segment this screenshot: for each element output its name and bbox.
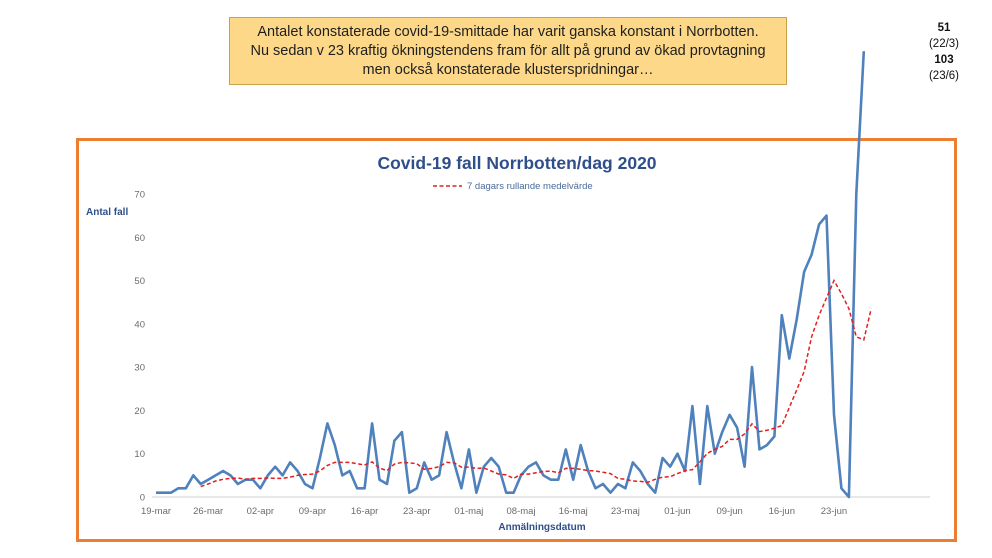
- peak-date-1: (22/3): [928, 38, 960, 50]
- chart-title: Covid-19 fall Norrbotten/dag 2020: [377, 153, 656, 173]
- x-tick-label: 16-jun: [769, 506, 795, 517]
- peak-annotation: 51 (22/3) 103 (23/6): [916, 20, 972, 84]
- y-axis-label: Antal fall: [86, 207, 128, 218]
- y-tick-label: 70: [134, 190, 145, 201]
- peak-value-1: 51: [937, 22, 951, 34]
- y-tick-label: 20: [134, 406, 145, 417]
- y-tick-label: 30: [134, 363, 145, 374]
- y-tick-label: 60: [134, 233, 145, 244]
- series-line-rolling-average: [200, 278, 872, 488]
- x-tick-label: 26-mar: [193, 506, 223, 517]
- y-tick-label: 50: [134, 276, 145, 287]
- callout-line-2: Nu sedan v 23 kraftig ökningstendens fra…: [250, 43, 766, 59]
- x-tick-label: 23-jun: [821, 506, 847, 517]
- x-tick-label: 02-apr: [247, 506, 274, 517]
- y-tick-label: 0: [140, 493, 145, 504]
- y-axis-ticks: 0 10 20 30 40 50 60 70: [134, 190, 145, 504]
- x-tick-label: 09-apr: [299, 506, 326, 517]
- legend-label-rolling: 7 dagars rullande medelvärde: [467, 181, 593, 192]
- x-axis-ticks: 19-mar 26-mar 02-apr 09-apr 16-apr 23-apr 01-m…: [141, 506, 847, 517]
- x-tick-label: 23-maj: [611, 506, 640, 517]
- x-tick-label: 08-maj: [507, 506, 536, 517]
- x-tick-label: 01-maj: [454, 506, 483, 517]
- y-tick-label: 40: [134, 319, 145, 330]
- x-tick-label: 01-jun: [664, 506, 690, 517]
- x-axis-label: Anmälningsdatum: [498, 522, 585, 533]
- x-tick-label: 19-mar: [141, 506, 171, 517]
- peak-date-2: (23/6): [928, 70, 960, 82]
- callout-line-3: men också konstaterade klusterspridninga…: [362, 62, 654, 78]
- peak-value-2: 103: [934, 54, 954, 66]
- x-tick-label: 16-maj: [559, 506, 588, 517]
- y-tick-label: 10: [134, 449, 145, 460]
- x-tick-label: 09-jun: [716, 506, 742, 517]
- x-tick-label: 23-apr: [403, 506, 430, 517]
- chart-frame: [76, 138, 957, 542]
- series-line-daily: [156, 51, 866, 499]
- info-callout: Antalet konstaterade covid-19-smittade h…: [229, 17, 787, 85]
- callout-line-1: Antalet konstaterade covid-19-smittade h…: [257, 24, 759, 40]
- series-group: [156, 51, 872, 499]
- legend: 7 dagars rullande medelvärde: [433, 181, 593, 192]
- x-tick-label: 16-apr: [351, 506, 378, 517]
